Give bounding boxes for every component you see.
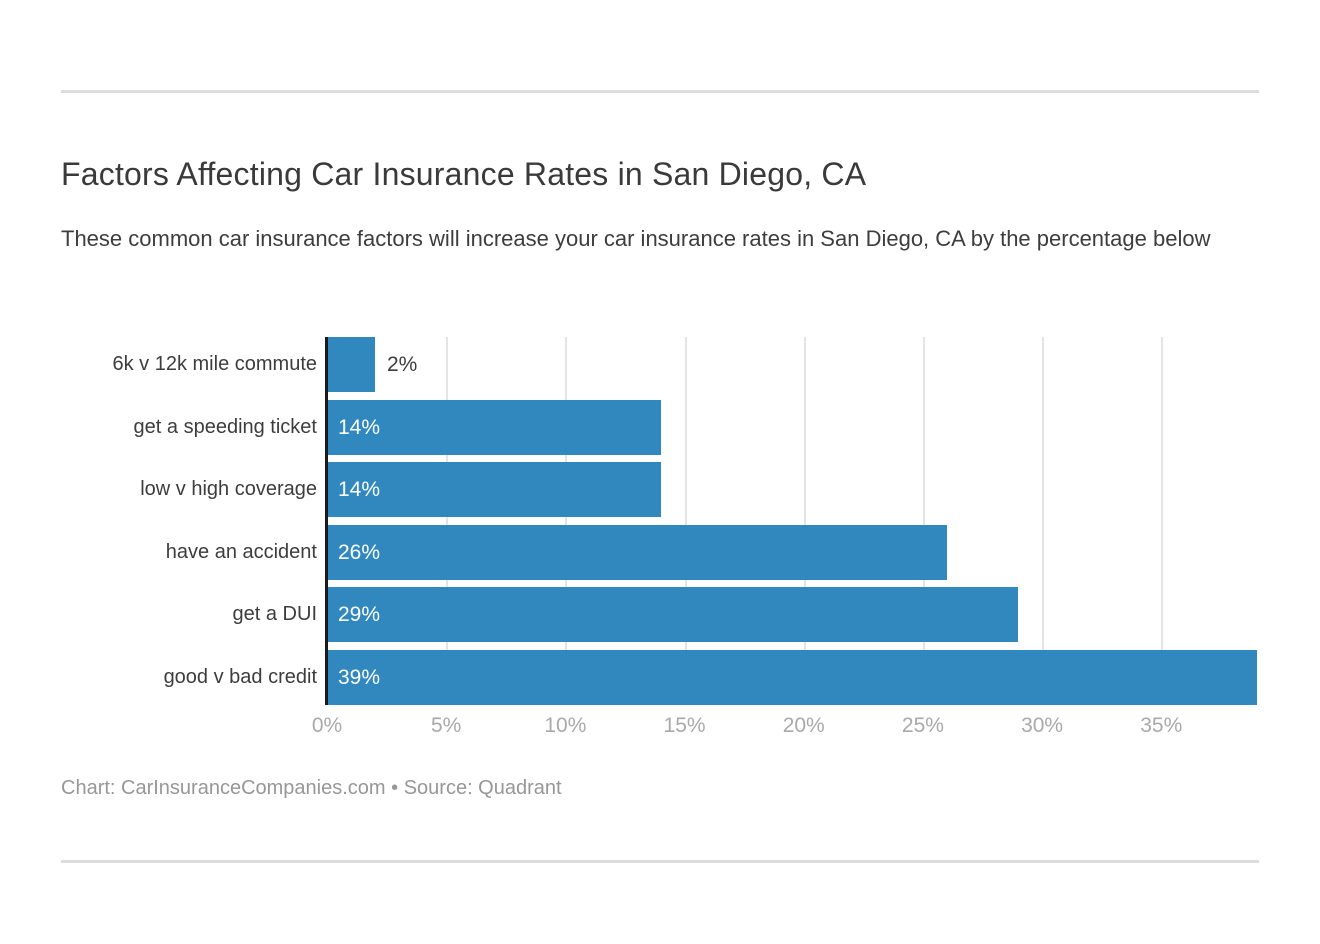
x-axis-tick-label: 25% (901, 714, 944, 737)
chart-subtitle: These common car insurance factors will … (61, 226, 1211, 251)
bar-2: 14% (327, 400, 661, 455)
x-axis-tick-label: 5% (430, 714, 462, 737)
y-axis-line (325, 337, 328, 705)
gridline-25% (923, 337, 925, 705)
bar-value-label: 14% (338, 478, 381, 501)
bar-value-label: 14% (338, 416, 381, 439)
category-label: get a speeding ticket (133, 416, 317, 438)
category-label: have an accident (165, 541, 317, 563)
bar-value-label: 2% (387, 353, 418, 376)
x-axis-tick-label: 15% (663, 714, 706, 737)
bar-value-label: 39% (338, 666, 381, 689)
plot-area: 2% 14% 14% 26% 29% 39% (325, 337, 1259, 705)
chart-title: Factors Affecting Car Insurance Rates in… (61, 156, 867, 192)
x-axis-tick-label: 10% (544, 714, 587, 737)
x-axis-tick-label: 35% (1140, 714, 1183, 737)
gridline-5% (446, 337, 448, 705)
gridline-20% (804, 337, 806, 705)
bar-4: 26% (327, 525, 947, 580)
chart-credit: Chart: CarInsuranceCompanies.com • Sourc… (61, 777, 562, 799)
bar-3: 14% (327, 462, 661, 517)
bar-value-label: 26% (338, 541, 381, 564)
bar-value-label: 29% (338, 603, 381, 626)
category-label: get a DUI (232, 603, 317, 625)
bar-chart: 2% 14% 14% 26% 29% 39% 0% 5% 10% 15% 20% 25% 30% 35%… (61, 337, 1259, 747)
category-label: good v bad credit (163, 666, 317, 688)
bottom-divider (61, 860, 1259, 863)
top-divider (61, 90, 1259, 93)
x-axis-tick-label: 0% (311, 714, 343, 737)
bar-6: 39% (327, 650, 1257, 705)
x-axis-tick-label: 20% (782, 714, 825, 737)
bar-5: 29% (327, 587, 1018, 642)
gridline-10% (565, 337, 567, 705)
gridline-35% (1161, 337, 1163, 705)
x-axis-tick-label: 30% (1021, 714, 1064, 737)
gridline-15% (685, 337, 687, 705)
category-label: 6k v 12k mile commute (112, 353, 317, 375)
category-label: low v high coverage (140, 478, 317, 500)
gridline-30% (1042, 337, 1044, 705)
bar-1 (327, 337, 375, 392)
